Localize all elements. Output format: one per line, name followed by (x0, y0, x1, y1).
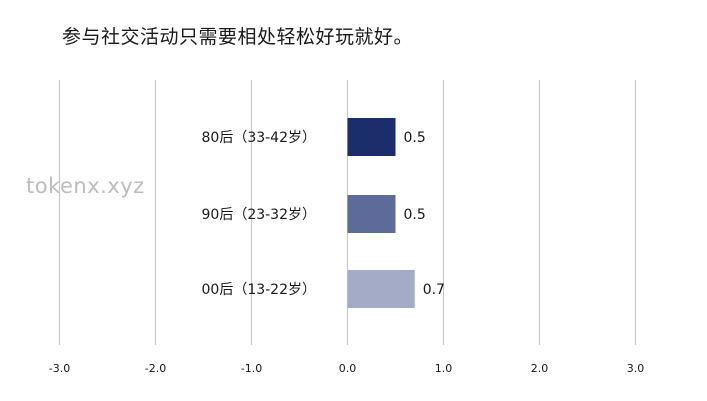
category-label: 00后（13-22岁） (202, 282, 317, 298)
watermark: tokenx.xyz (26, 174, 145, 198)
category-label: 90后（23-32岁） (202, 207, 317, 223)
category-label: 80后（33-42岁） (202, 130, 317, 146)
category-labels: 80后（33-42岁） 90后（23-32岁） 00后（13-22岁） (202, 130, 317, 298)
x-tick-label: 2.0 (531, 362, 549, 375)
x-tick-label: -1.0 (241, 362, 262, 375)
bar (347, 118, 396, 156)
bars (347, 118, 415, 308)
value-label: 0.5 (404, 130, 426, 146)
x-tick-labels: -3.0 -2.0 -1.0 0.0 1.0 2.0 3.0 (49, 362, 644, 375)
x-tick-label: 0.0 (339, 362, 357, 375)
value-labels: 0.5 0.5 0.7 (404, 130, 445, 298)
x-tick-label: 1.0 (435, 362, 453, 375)
x-tick-label: -3.0 (49, 362, 70, 375)
bar (347, 270, 415, 308)
x-tick-label: -2.0 (145, 362, 166, 375)
bar (347, 195, 396, 233)
x-tick-label: 3.0 (627, 362, 645, 375)
chart-title: 参与社交活动只需要相处轻松好玩就好。 (62, 26, 414, 48)
value-label: 0.7 (423, 282, 445, 298)
value-label: 0.5 (404, 207, 426, 223)
